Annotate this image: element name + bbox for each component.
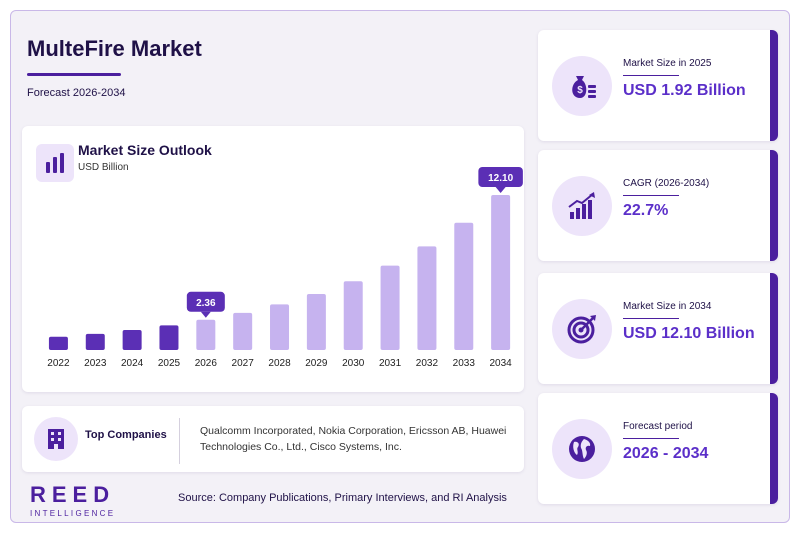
stat-label: Forecast period <box>623 421 693 432</box>
x-tick-label: 2031 <box>379 358 402 369</box>
stat-rule <box>623 318 679 319</box>
stat-value: USD 12.10 Billion <box>623 325 755 342</box>
stat-label: Market Size in 2025 <box>623 58 712 69</box>
globe-icon <box>552 419 612 479</box>
building-icon <box>34 417 78 461</box>
bar-2026 <box>196 319 216 350</box>
svg-text:$: $ <box>577 85 583 96</box>
reed-intelligence-logo: REED INTELLIGENCE <box>30 482 116 519</box>
x-tick-label: 2034 <box>490 358 513 369</box>
x-tick-label: 2024 <box>121 358 144 369</box>
bar-2029 <box>306 294 326 350</box>
bar-2024 <box>122 330 142 350</box>
title-underline <box>27 73 121 76</box>
x-tick-label: 2026 <box>195 358 218 369</box>
stat-rule <box>623 75 679 76</box>
stat-rule <box>623 438 679 439</box>
bar-2032 <box>417 246 437 350</box>
x-tick-label: 2025 <box>158 358 181 369</box>
page-subtitle: Forecast 2026-2034 <box>27 87 126 99</box>
stat-card-cagr: CAGR (2026-2034) 22.7% <box>538 150 778 261</box>
top-companies-card: Top Companies Qualcomm Incorporated, Nok… <box>22 406 524 472</box>
callout-2026 <box>186 291 225 312</box>
chart-card: Market Size Outlook USD Billion 2022 2023… <box>22 126 524 392</box>
bar-2031 <box>380 265 400 350</box>
logo-main-text: REED <box>30 482 116 507</box>
growth-chart-icon <box>552 176 612 236</box>
x-tick-label: 2028 <box>268 358 291 369</box>
logo-sub-text: INTELLIGENCE <box>30 509 116 518</box>
stat-card-market-size-2025: $ Market Size in 2025 USD 1.92 Billion <box>538 30 778 141</box>
bar-chart-icon <box>36 144 74 182</box>
stat-card-market-size-2034: Market Size in 2034 USD 12.10 Billion <box>538 273 778 384</box>
target-icon <box>552 299 612 359</box>
top-companies-label: Top Companies <box>85 429 167 441</box>
callout-pointer <box>200 311 211 318</box>
stat-value: 2026 - 2034 <box>623 445 709 462</box>
data-label-2034: 12.10 <box>488 173 513 184</box>
chart-unit: USD Billion <box>78 162 129 173</box>
x-tick-label: 2032 <box>416 358 439 369</box>
x-tick-label: 2030 <box>342 358 365 369</box>
x-tick-label: 2029 <box>305 358 328 369</box>
page-title: MulteFire Market <box>27 36 202 61</box>
stat-card-forecast-period: Forecast period 2026 - 2034 <box>538 393 778 504</box>
stat-value: 22.7% <box>623 202 669 219</box>
x-tick-label: 2023 <box>84 358 107 369</box>
x-tick-label: 2033 <box>453 358 476 369</box>
x-tick-label: 2027 <box>232 358 255 369</box>
stat-label: CAGR (2026-2034) <box>623 178 710 189</box>
divider <box>179 418 180 464</box>
callout-2034 <box>478 167 523 187</box>
bar-2023 <box>85 333 105 350</box>
bar-2022 <box>48 336 68 350</box>
chart-title: Market Size Outlook <box>78 142 212 158</box>
x-tick-label: 2022 <box>47 358 70 369</box>
data-label-2026: 2.36 <box>196 298 216 309</box>
top-companies-list: Qualcomm Incorporated, Nokia Corporation… <box>200 425 507 453</box>
bar-2033 <box>454 222 474 350</box>
money-bag-icon: $ <box>552 56 612 116</box>
callout-pointer <box>495 187 506 193</box>
stat-rule <box>623 195 679 196</box>
stat-label: Market Size in 2034 <box>623 301 712 312</box>
bar-2030 <box>343 281 363 350</box>
bar-2034 <box>491 195 511 350</box>
bar-chart: 2022 2023 2024 2025 2026 2.36 2027 2028 2029 2030… <box>47 167 523 369</box>
source-note: Source: Company Publications, Primary In… <box>178 492 507 504</box>
bar-2027 <box>233 312 253 350</box>
bar-2028 <box>270 304 290 350</box>
bar-2025 <box>159 325 179 350</box>
stat-value: USD 1.92 Billion <box>623 82 746 99</box>
